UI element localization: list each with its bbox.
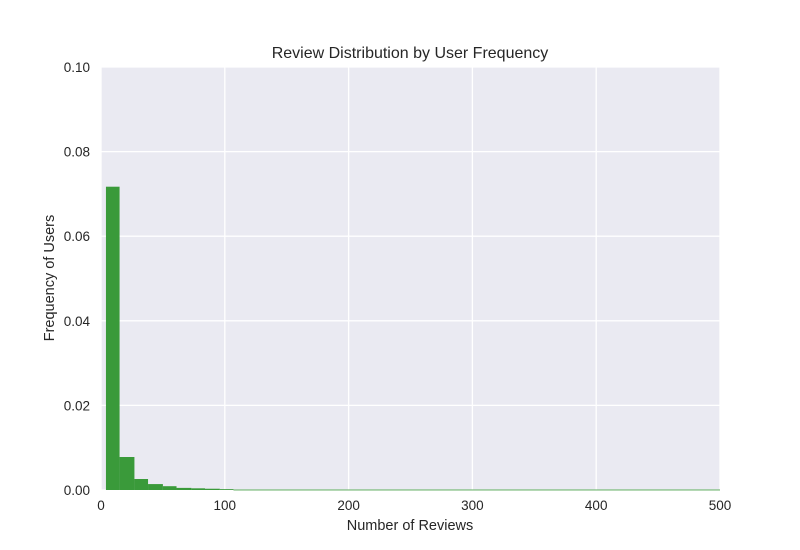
y-tick-label: 0.04: [64, 314, 91, 329]
histogram-bar: [148, 484, 163, 490]
histogram-bar: [219, 489, 234, 490]
tick-labels: 0 100 200 300 400 500 0.00 0.02 0.04 0.06 0.08 0.10: [64, 60, 732, 513]
histogram-bar: [204, 488, 220, 490]
histogram-bar: [176, 487, 192, 490]
histogram-bar: [134, 479, 149, 490]
x-tick-label: 0: [97, 498, 105, 513]
histogram-bar: [233, 489, 720, 491]
x-axis-label: Number of Reviews: [347, 518, 474, 534]
chart-title: Review Distribution by User Frequency: [272, 45, 549, 62]
bars: [105, 186, 720, 491]
y-tick-label: 0.02: [64, 398, 90, 413]
histogram-bar: [105, 186, 120, 491]
x-tick-label: 400: [585, 498, 608, 513]
histogram-bar: [119, 457, 135, 490]
x-tick-label: 100: [214, 498, 237, 513]
x-tick-label: 500: [709, 498, 732, 513]
y-tick-label: 0.00: [64, 483, 90, 498]
x-tick-label: 200: [337, 498, 360, 513]
y-tick-label: 0.10: [64, 60, 90, 75]
y-tick-label: 0.06: [64, 229, 90, 244]
x-tick-label: 300: [461, 498, 484, 513]
histogram-bar: [191, 488, 205, 490]
histogram-bar: [162, 486, 177, 490]
plot-area: [101, 67, 720, 490]
y-tick-label: 0.08: [64, 145, 90, 160]
y-axis-label: Frequency of Users: [42, 215, 58, 342]
